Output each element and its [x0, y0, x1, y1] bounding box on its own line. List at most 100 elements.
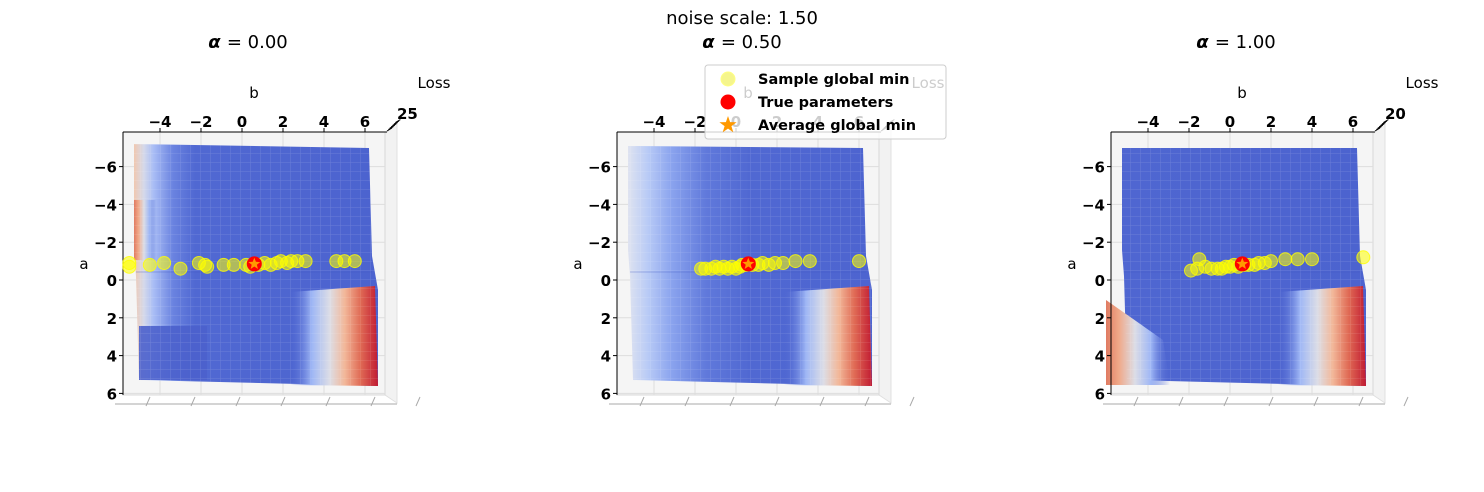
x-tick-label: 2	[1266, 113, 1276, 131]
legend: Sample global min True parameters Averag…	[704, 64, 947, 140]
depth-tick-mark	[1403, 396, 1409, 407]
x-axis-label: b	[1237, 84, 1247, 102]
x-tick-label: −4	[148, 113, 171, 131]
average-global-min-star	[1234, 256, 1250, 271]
depth-tick-mark	[639, 396, 645, 407]
sample-global-min-point	[1264, 254, 1278, 269]
legend-label: Average global min	[758, 118, 916, 134]
x-tick-label: 4	[1307, 113, 1317, 131]
sample-global-min-point	[802, 254, 817, 269]
depth-tick-mark	[729, 396, 735, 407]
y-tick-label: 6	[1095, 385, 1105, 403]
y-tick-label: 0	[601, 272, 611, 290]
legend-entry-average-global-min: Average global min	[719, 116, 916, 134]
y-tick-label: 0	[107, 272, 117, 290]
sample-global-min-point	[852, 254, 866, 269]
sample-global-min-point	[298, 254, 313, 269]
subplot-title: α = 0.00	[208, 32, 288, 53]
y-tick-label: −2	[94, 234, 117, 252]
sample-global-min-point	[776, 256, 791, 270]
y-tick-label: 4	[107, 348, 117, 366]
depth-tick-mark	[909, 396, 915, 407]
depth-tick-mark	[684, 396, 690, 407]
depth-tick-mark	[325, 396, 331, 407]
y-tick-label: −4	[588, 196, 611, 214]
depth-tick-mark	[1268, 396, 1274, 407]
x-tick-label: 0	[1225, 113, 1235, 131]
depth-tick-mark	[235, 396, 241, 407]
average-global-min-star	[246, 256, 262, 271]
y-axis-label: a	[1067, 255, 1076, 273]
y-tick-label: 2	[1095, 310, 1105, 328]
sample-global-min-point	[122, 259, 137, 274]
x-tick-label: −4	[642, 113, 665, 131]
y-tick-label: 6	[107, 385, 117, 403]
y-axis-label: a	[573, 255, 582, 273]
y-tick-label: −2	[588, 234, 611, 252]
y-axis-a: −6 −4 −2 0 2 4 6 a	[79, 132, 124, 403]
legend-label: True parameters	[758, 95, 893, 111]
depth-ticks	[1103, 396, 1409, 407]
sample-global-min-point	[173, 261, 188, 276]
sample-global-min-point	[1290, 252, 1305, 267]
z-tick-labels: 25	[397, 105, 418, 123]
x-tick-label: −2	[189, 113, 212, 131]
y-tick-label: 2	[601, 310, 611, 328]
x-tick-label: 4	[319, 113, 329, 131]
x-tick-label: 6	[360, 113, 370, 131]
legend-marker-circle-red	[720, 94, 736, 110]
depth-tick-mark	[819, 396, 825, 407]
depth-tick-mark	[774, 396, 780, 407]
depth-tick-mark	[1133, 396, 1139, 407]
sample-global-min-point	[788, 254, 803, 269]
x-tick-label: −2	[683, 113, 706, 131]
z-axis-label: Loss	[1406, 74, 1439, 92]
z-axis-label: Loss	[418, 74, 451, 92]
legend-label: Sample global min	[758, 72, 909, 88]
y-tick-label: 2	[107, 310, 117, 328]
x-tick-label: −4	[1136, 113, 1159, 131]
sample-global-min-point	[1356, 250, 1371, 265]
depth-tick-mark	[145, 396, 151, 407]
subplot-title: α = 1.00	[1196, 32, 1276, 53]
legend-entry-sample-global-min: Sample global min	[720, 71, 909, 88]
depth-tick-mark	[1313, 396, 1319, 407]
depth-tick-mark	[280, 396, 286, 407]
sample-global-min-point	[200, 259, 215, 274]
depth-tick-mark	[864, 396, 870, 407]
x-axis-label: b	[249, 84, 259, 102]
x-tick-label: 6	[1348, 113, 1358, 131]
sample-global-min-point	[226, 257, 241, 272]
legend-entry-true-parameters: True parameters	[720, 94, 893, 111]
y-tick-label: −4	[1082, 196, 1105, 214]
y-tick-label: −6	[588, 159, 611, 177]
sample-global-min-point	[157, 256, 172, 270]
depth-tick-mark	[370, 396, 376, 407]
depth-tick-mark	[1178, 396, 1184, 407]
y-tick-label: 0	[1095, 272, 1105, 290]
sample-global-min-point	[142, 257, 157, 272]
z-tick-mark	[1383, 119, 1389, 124]
x-tick-label: 2	[278, 113, 288, 131]
sample-global-min-points	[122, 254, 362, 276]
y-tick-label: −6	[94, 159, 117, 177]
z-tick-labels: 20	[1385, 105, 1406, 123]
y-tick-label: −2	[1082, 234, 1105, 252]
sample-global-min-point	[347, 254, 362, 269]
figure-suptitle: noise scale: 1.50	[666, 8, 818, 29]
y-tick-label: −6	[1082, 159, 1105, 177]
average-global-min-star	[740, 256, 756, 271]
y-axis-a: −6 −4 −2 0 2 4 6 a	[573, 132, 618, 403]
y-axis-label: a	[79, 255, 88, 273]
x-tick-label: −2	[1177, 113, 1200, 131]
z-tick-mark	[395, 119, 401, 124]
y-tick-label: 4	[1095, 348, 1105, 366]
legend-marker-star-orange	[719, 116, 737, 133]
depth-tick-mark	[1223, 396, 1229, 407]
depth-tick-mark	[1358, 396, 1364, 407]
